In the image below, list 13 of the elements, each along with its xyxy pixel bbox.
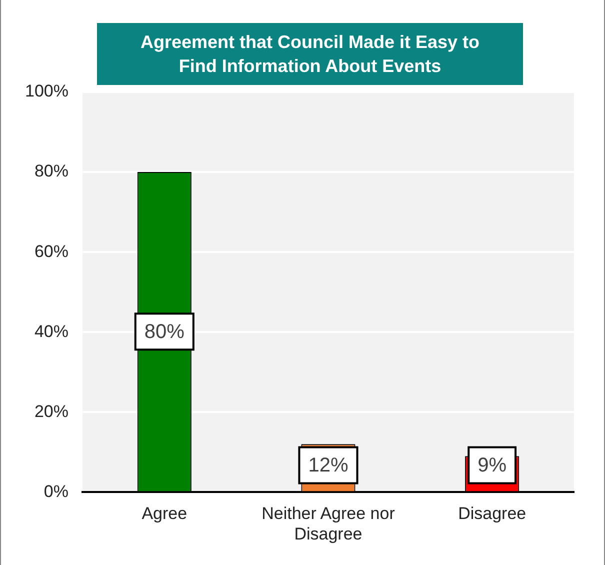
x-tick-label: Neither Agree nor Disagree (262, 504, 396, 544)
chart-title: Agreement that Council Made it Easy to Find Information About Events (97, 23, 523, 85)
data-label: 12% (308, 454, 348, 477)
y-tick-label: 100% (24, 82, 68, 101)
y-tick-label: 40% (34, 322, 68, 341)
x-tick-label: Disagree (458, 504, 526, 524)
data-label: 80% (144, 321, 185, 344)
y-tick-label: 0% (44, 482, 68, 501)
y-tick-label: 20% (34, 402, 68, 421)
y-tick-label: 80% (34, 162, 68, 181)
data-label: 9% (478, 454, 507, 477)
x-tick-label: Agree (142, 504, 188, 524)
y-tick-label: 60% (34, 242, 68, 261)
